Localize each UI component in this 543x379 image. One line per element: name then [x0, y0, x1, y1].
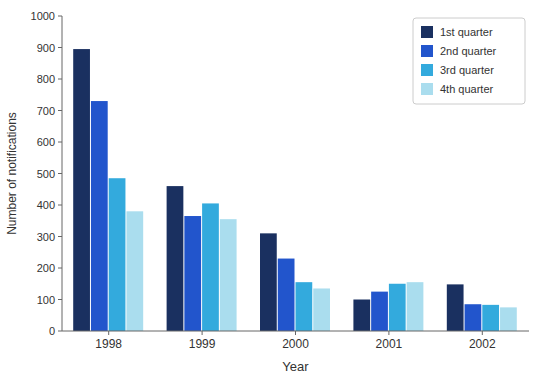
x-tick-label: 2000: [282, 337, 309, 351]
x-tick: [202, 331, 203, 335]
bar: [447, 284, 464, 331]
bars: [73, 49, 517, 331]
bar: [260, 233, 277, 331]
bar: [184, 216, 201, 331]
y-tick-label: 600: [37, 136, 55, 148]
y-tick: [58, 331, 62, 332]
x-tick-label: 2001: [376, 337, 403, 351]
x-tick: [295, 331, 296, 335]
x-tick-label: 2002: [469, 337, 496, 351]
y-tick-label: 500: [37, 168, 55, 180]
x-tick-label: 1999: [189, 337, 216, 351]
y-axis-line: [62, 16, 63, 331]
legend-label: 2nd quarter: [440, 45, 497, 57]
bar: [389, 284, 406, 331]
bar: [313, 288, 330, 331]
legend-swatch: [421, 26, 433, 38]
y-tick: [58, 16, 62, 17]
y-tick-label: 200: [37, 262, 55, 274]
y-tick: [58, 142, 62, 143]
x-tick-label: 1998: [95, 337, 122, 351]
bar: [407, 282, 424, 331]
y-tick-label: 800: [37, 73, 55, 85]
bar: [126, 211, 143, 331]
bar: [73, 49, 90, 331]
y-tick-label: 900: [37, 42, 55, 54]
bar: [353, 300, 370, 332]
chart-container: 0 100 200 300 400 500 600 700 800 900 1000 1998 1999…: [0, 0, 543, 379]
bar: [167, 186, 184, 331]
legend-swatch: [421, 83, 433, 95]
legend-swatch: [421, 64, 433, 76]
bar: [500, 307, 517, 331]
y-tick: [58, 299, 62, 300]
y-axis-label: Number of notifications: [5, 112, 19, 235]
x-axis-label: Year: [282, 359, 309, 374]
y-tick: [58, 173, 62, 174]
legend: 1st quarter 2nd quarter 3rd quarter 4th qua…: [413, 18, 525, 104]
y-tick: [58, 205, 62, 206]
x-axis: 1998 1999 2000 2001 2002: [62, 331, 529, 351]
x-tick: [388, 331, 389, 335]
bar: [109, 178, 126, 331]
legend-label: 3rd quarter: [440, 64, 494, 76]
y-tick-label: 100: [37, 294, 55, 306]
y-tick: [58, 47, 62, 48]
y-tick-label: 400: [37, 199, 55, 211]
bar: [202, 203, 219, 331]
y-tick-label: 300: [37, 231, 55, 243]
x-tick: [108, 331, 109, 335]
bar: [278, 259, 295, 331]
bar: [220, 219, 237, 331]
bar: [371, 292, 388, 331]
y-tick: [58, 236, 62, 237]
legend-swatch: [421, 45, 433, 57]
y-tick: [58, 79, 62, 80]
y-axis: 0 100 200 300 400 500 600 700 800 900 1000: [31, 10, 62, 337]
bar: [482, 305, 499, 331]
y-tick-label: 1000: [31, 10, 55, 22]
legend-label: 1st quarter: [440, 26, 493, 38]
x-tick: [482, 331, 483, 335]
bar: [91, 101, 108, 331]
y-tick: [58, 268, 62, 269]
legend-label: 4th quarter: [440, 83, 494, 95]
legend-box: [413, 18, 525, 104]
chart-svg: 0 100 200 300 400 500 600 700 800 900 1000 1998 1999…: [0, 0, 543, 379]
bar: [465, 304, 482, 331]
bar: [296, 282, 313, 331]
y-tick-label: 700: [37, 105, 55, 117]
y-tick: [58, 110, 62, 111]
y-tick-label: 0: [49, 325, 55, 337]
